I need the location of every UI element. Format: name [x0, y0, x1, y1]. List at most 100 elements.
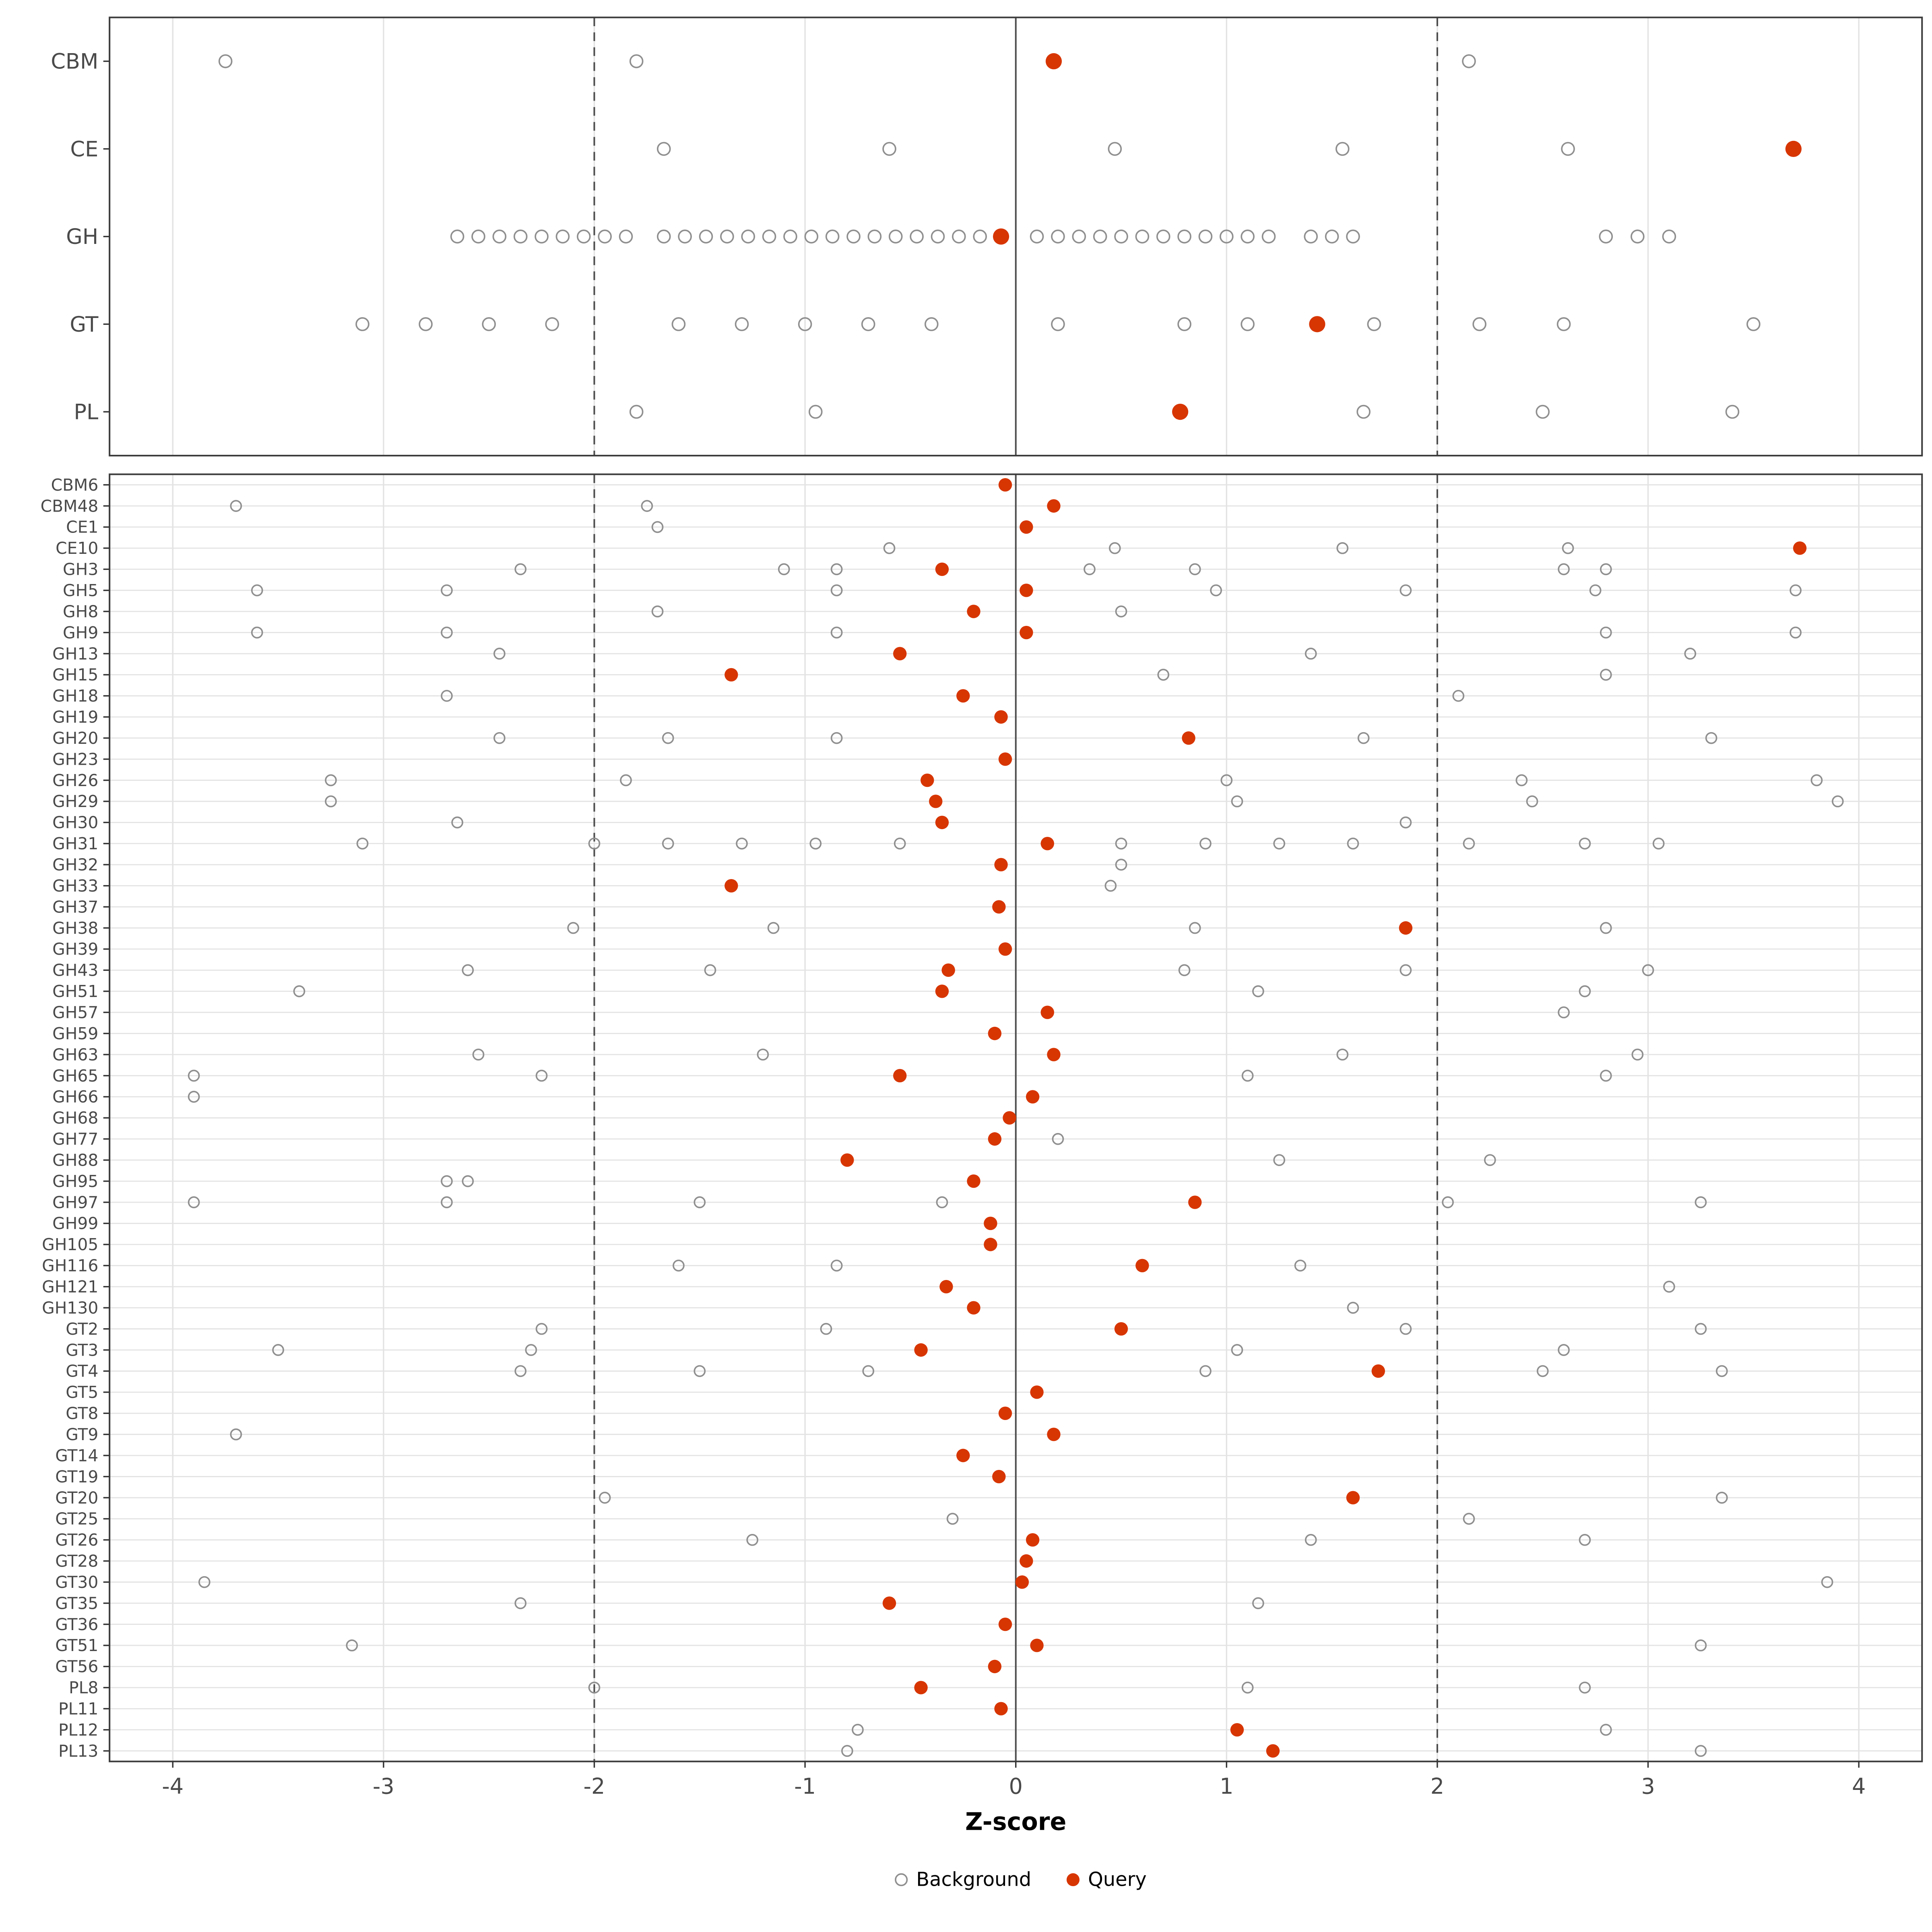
- x-tick-label: -1: [794, 1774, 816, 1799]
- background-point: [251, 584, 263, 597]
- background-point: [830, 584, 843, 597]
- query-point: [1030, 1639, 1044, 1652]
- query-point: [929, 795, 943, 808]
- background-point: [1199, 837, 1212, 850]
- background-point: [1579, 837, 1591, 850]
- background-point: [230, 1428, 242, 1441]
- background-point: [1156, 229, 1170, 244]
- background-point: [1600, 922, 1612, 934]
- y-axis-label: GT19: [55, 1467, 98, 1486]
- y-axis-label: GH33: [52, 876, 98, 896]
- background-point: [1399, 1323, 1412, 1335]
- query-point: [1020, 1554, 1033, 1568]
- background-point: [778, 563, 790, 576]
- y-axis-label: GH13: [52, 644, 98, 663]
- background-point: [1484, 1154, 1496, 1166]
- background-point: [656, 142, 671, 156]
- background-point: [1579, 1534, 1591, 1546]
- background-point: [588, 1681, 601, 1694]
- y-axis-label: GT36: [55, 1615, 98, 1634]
- background-point: [741, 229, 755, 244]
- background-point: [1600, 1724, 1612, 1736]
- background-point: [931, 229, 945, 244]
- x-tick-label: 3: [1641, 1774, 1655, 1799]
- y-axis-label: GT56: [55, 1657, 98, 1676]
- background-point: [1157, 669, 1170, 681]
- y-axis-label: GH68: [52, 1108, 98, 1128]
- background-point: [1684, 648, 1697, 660]
- background-point: [346, 1639, 358, 1651]
- query-point: [998, 942, 1012, 956]
- background-point: [1600, 669, 1612, 681]
- y-axis-label: CBM48: [41, 496, 99, 516]
- background-point: [441, 1196, 453, 1208]
- background-point: [1241, 1069, 1254, 1082]
- background-point: [1790, 584, 1802, 597]
- background-point: [757, 1049, 769, 1061]
- background-point: [783, 229, 797, 244]
- background-point: [1135, 229, 1150, 244]
- y-axis-label: GH30: [52, 813, 98, 832]
- background-point: [1536, 405, 1550, 419]
- background-point: [820, 1323, 832, 1335]
- background-point: [1663, 1280, 1675, 1293]
- background-point: [188, 1091, 200, 1103]
- x-tick-label: 0: [1009, 1774, 1022, 1799]
- query-point: [998, 478, 1012, 492]
- y-axis-label: GT: [70, 312, 99, 337]
- y-axis-label: GH43: [52, 961, 98, 980]
- background-point: [936, 1196, 948, 1208]
- background-point: [1198, 229, 1213, 244]
- background-point: [588, 837, 601, 850]
- query-point: [992, 900, 1006, 914]
- y-axis-label: GH95: [52, 1172, 98, 1191]
- background-point: [1810, 774, 1823, 786]
- background-point: [1725, 405, 1740, 419]
- background-point: [1273, 837, 1286, 850]
- y-axis-label: GH23: [52, 749, 98, 769]
- background-point: [1579, 985, 1591, 997]
- y-axis-label: CE10: [56, 539, 98, 558]
- background-point: [736, 837, 748, 850]
- background-point: [1199, 1365, 1212, 1377]
- background-point: [555, 229, 570, 244]
- y-axis-label: GH88: [52, 1150, 98, 1170]
- background-point: [1220, 774, 1233, 786]
- background-point: [629, 405, 644, 419]
- x-tick-label: 4: [1852, 1774, 1866, 1799]
- y-axis-label: GH121: [42, 1277, 98, 1296]
- background-point: [441, 626, 453, 639]
- background-point: [1347, 1302, 1359, 1314]
- background-point: [952, 229, 966, 244]
- background-point: [1589, 584, 1602, 597]
- query-point: [988, 1132, 1002, 1146]
- background-point: [671, 317, 686, 331]
- y-axis-label: GH130: [42, 1298, 98, 1317]
- y-axis-label: GT4: [66, 1362, 98, 1381]
- y-axis-label: GH8: [63, 602, 98, 621]
- query-point: [1030, 1385, 1044, 1399]
- background-point: [1662, 229, 1676, 244]
- query-point: [988, 1026, 1002, 1040]
- query-point: [921, 773, 934, 787]
- query-point: [1785, 140, 1802, 157]
- query-point: [1114, 1322, 1128, 1336]
- background-point: [1115, 605, 1127, 617]
- y-axis-label: GT20: [55, 1488, 98, 1507]
- y-axis-label: GT30: [55, 1573, 98, 1592]
- background-point: [1178, 964, 1191, 976]
- background-point: [1189, 563, 1201, 576]
- background-point: [471, 229, 485, 244]
- background-point: [1556, 317, 1571, 331]
- query-point: [1309, 316, 1325, 332]
- panel-border: [109, 17, 1923, 456]
- background-point: [629, 54, 644, 68]
- background-point: [1695, 1323, 1707, 1335]
- query-point: [1040, 1005, 1054, 1019]
- background-point: [1294, 1259, 1307, 1272]
- background-point: [1114, 229, 1128, 244]
- query-point: [956, 689, 970, 703]
- query-point: [914, 1681, 928, 1695]
- y-axis-label: GH15: [52, 665, 98, 685]
- query-point: [1020, 520, 1033, 534]
